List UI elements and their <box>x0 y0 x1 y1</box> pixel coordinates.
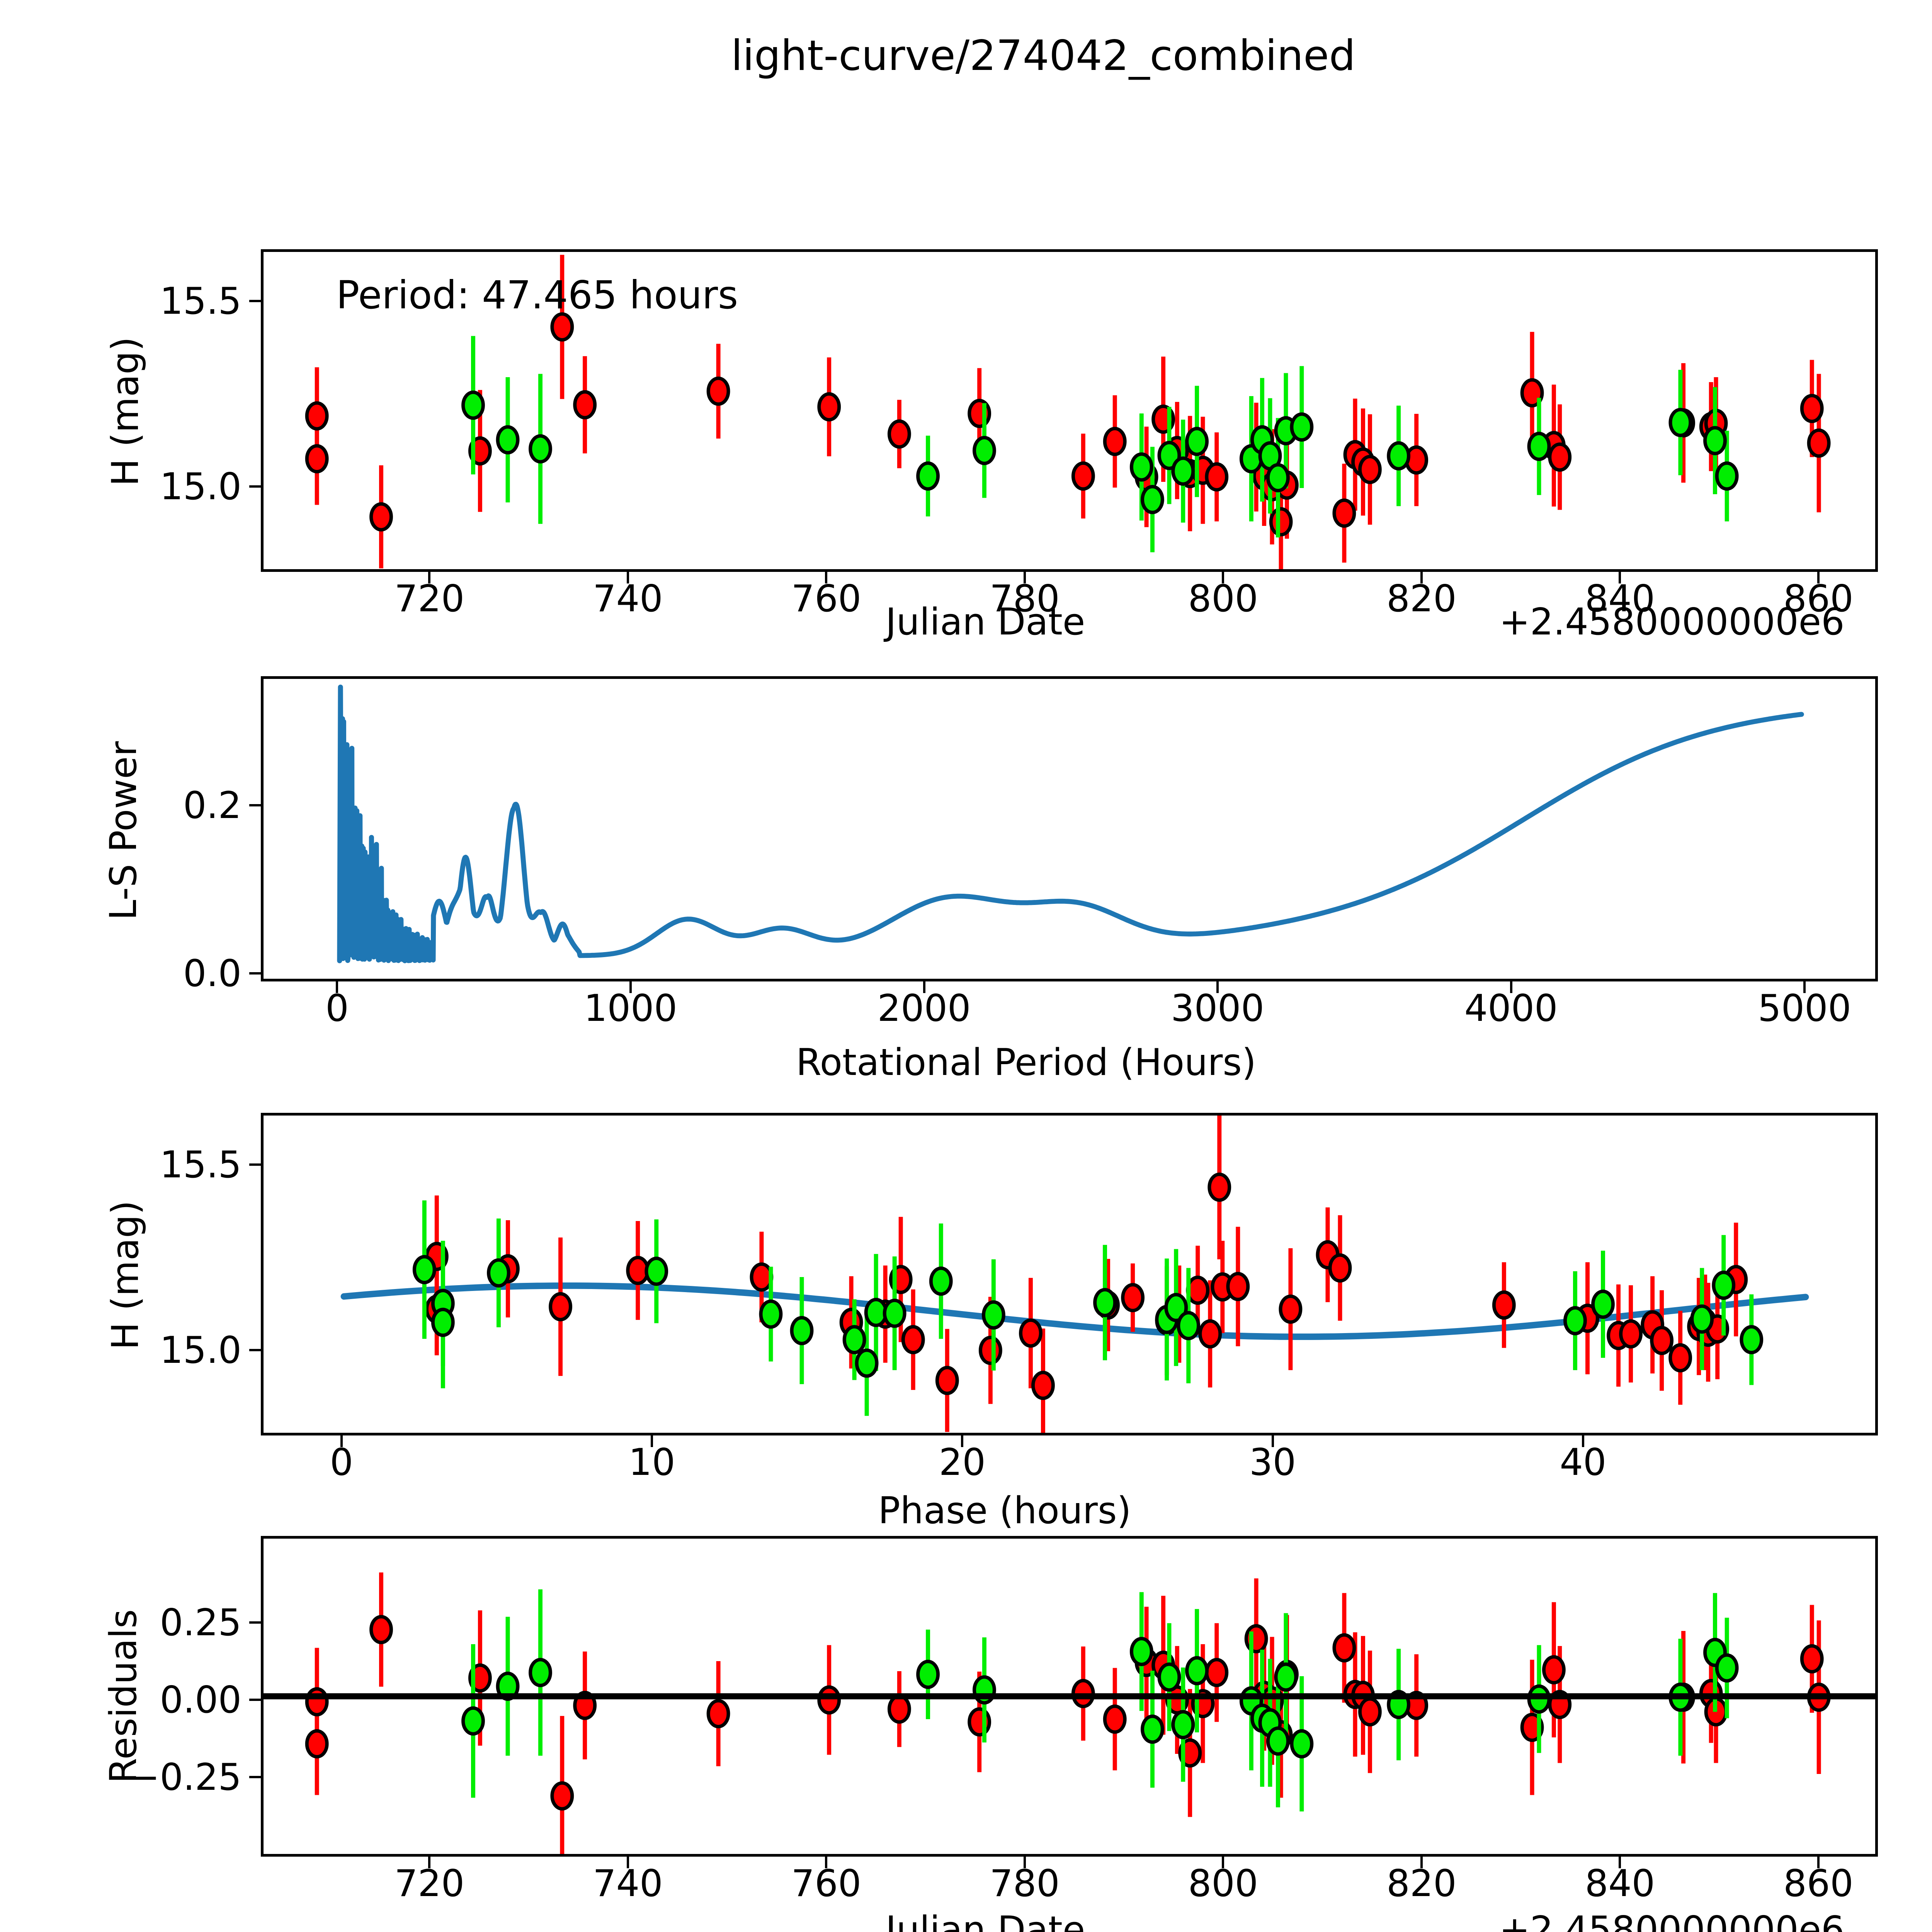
lightcurve-xtickmark-0 <box>428 572 431 583</box>
periodogram-x-axis-label: Rotational Period (Hours) <box>796 1041 1256 1084</box>
phase-ytick-1: 15.0 <box>160 1329 242 1372</box>
residuals-ytickmark-0 <box>249 1621 261 1624</box>
lightcurve-plot-area <box>305 255 1831 569</box>
residuals-xtick-1: 740 <box>593 1862 663 1905</box>
residuals-xtick-7: 860 <box>1783 1862 1854 1905</box>
phase-plot-area <box>340 1116 1809 1433</box>
lightcurve-xtickmark-2 <box>825 572 828 583</box>
lightcurve-xtick-7: 860 <box>1783 578 1854 620</box>
lightcurve-xtick-2: 760 <box>791 578 862 620</box>
phase-xtick-3: 30 <box>1249 1441 1296 1484</box>
lightcurve-ytickmark-0 <box>249 300 261 302</box>
period-annotation: Period: 47.465 hours <box>336 272 738 318</box>
periodogram-xtickmark-3 <box>1216 981 1219 993</box>
phase-xtickmark-0 <box>340 1435 343 1447</box>
lightcurve-xtickmark-5 <box>1420 572 1423 583</box>
lightcurve-xtick-3: 780 <box>990 578 1060 620</box>
page-title: light-curve/274042_combined <box>731 32 1356 80</box>
residuals-xtickmark-0 <box>428 1857 431 1868</box>
residuals-xtick-2: 760 <box>791 1862 862 1905</box>
periodogram-xtick-4: 4000 <box>1464 987 1558 1030</box>
periodogram-xtickmark-2 <box>923 981 925 993</box>
residuals-ytickmark-2 <box>249 1776 261 1778</box>
phase-ytick-0: 15.5 <box>160 1144 242 1186</box>
lightcurve-xtickmark-7 <box>1817 572 1820 583</box>
periodogram-ytick-1: 0.0 <box>183 952 242 995</box>
residuals-xtickmark-2 <box>825 1857 828 1868</box>
phase-ytickmark-1 <box>249 1349 261 1351</box>
residuals-xtick-3: 780 <box>990 1862 1060 1905</box>
phase-xtickmark-2 <box>961 1435 964 1447</box>
periodogram-ytick-0: 0.2 <box>183 784 242 827</box>
residuals-panel <box>261 1536 1878 1857</box>
periodogram-xtickmark-0 <box>336 981 338 993</box>
phase-xtick-0: 0 <box>330 1441 354 1484</box>
phase-xtickmark-4 <box>1582 1435 1584 1447</box>
residuals-xtick-6: 840 <box>1585 1862 1655 1905</box>
residuals-xtickmark-5 <box>1420 1857 1423 1868</box>
residuals-xtick-4: 800 <box>1188 1862 1259 1905</box>
phase-xtickmark-3 <box>1271 1435 1274 1447</box>
periodogram-xtickmark-4 <box>1510 981 1512 993</box>
lightcurve-xtick-0: 720 <box>394 578 465 620</box>
lightcurve-xtickmark-4 <box>1222 572 1225 583</box>
phase-panel <box>261 1113 1878 1435</box>
residuals-xtickmark-3 <box>1023 1857 1026 1868</box>
residuals-xtickmark-7 <box>1817 1857 1820 1868</box>
periodogram-xtick-1: 1000 <box>584 987 677 1030</box>
periodogram-xtickmark-1 <box>629 981 632 993</box>
phase-ytickmark-0 <box>249 1163 261 1166</box>
residuals-ytick-1: 0.00 <box>160 1679 242 1721</box>
periodogram-plot-area <box>337 684 1804 963</box>
lightcurve-xtickmark-3 <box>1023 572 1026 583</box>
residuals-ytick-0: 0.25 <box>160 1602 242 1644</box>
phase-xtickmark-1 <box>651 1435 653 1447</box>
phase-xtick-1: 10 <box>628 1441 675 1484</box>
phase-xtick-4: 40 <box>1560 1441 1607 1484</box>
lightcurve-panel <box>261 249 1878 572</box>
periodogram-ytickmark-1 <box>249 972 261 975</box>
periodogram-xtick-2: 2000 <box>877 987 971 1030</box>
periodogram-ytickmark-0 <box>249 804 261 806</box>
residuals-x-offset-label: +2.4580000000e6 <box>1499 1909 1845 1932</box>
lightcurve-ytick-1: 15.0 <box>160 466 242 508</box>
phase-x-axis-label: Phase (hours) <box>878 1490 1131 1532</box>
lightcurve-ytick-0: 15.5 <box>160 280 242 323</box>
lightcurve-x-offset-label: +2.4580000000e6 <box>1499 601 1845 643</box>
periodogram-xtick-0: 0 <box>325 987 349 1030</box>
lightcurve-xtickmark-6 <box>1619 572 1621 583</box>
lightcurve-ytickmark-1 <box>249 485 261 488</box>
periodogram-xtick-3: 3000 <box>1171 987 1264 1030</box>
residuals-plot-area <box>264 1572 1875 1854</box>
residuals-xtickmark-4 <box>1222 1857 1225 1868</box>
residuals-xtick-0: 720 <box>394 1862 465 1905</box>
residuals-x-axis-label: Julian Date <box>885 1909 1085 1932</box>
residuals-xtick-5: 820 <box>1386 1862 1457 1905</box>
periodogram-xtick-5: 5000 <box>1758 987 1851 1030</box>
lightcurve-xtick-4: 800 <box>1188 578 1259 620</box>
phase-xtick-2: 20 <box>939 1441 986 1484</box>
residuals-xtickmark-1 <box>626 1857 629 1868</box>
periodogram-xtickmark-5 <box>1803 981 1806 993</box>
lightcurve-x-axis-label: Julian Date <box>885 601 1085 643</box>
periodogram-panel <box>261 676 1878 981</box>
residuals-xtickmark-6 <box>1619 1857 1621 1868</box>
lightcurve-xtick-5: 820 <box>1386 578 1457 620</box>
lightcurve-xtickmark-1 <box>626 572 629 583</box>
lightcurve-xtick-1: 740 <box>593 578 663 620</box>
residuals-ytickmark-1 <box>249 1699 261 1701</box>
residuals-ytick-2: −0.25 <box>129 1756 242 1799</box>
lightcurve-xtick-6: 840 <box>1585 578 1655 620</box>
